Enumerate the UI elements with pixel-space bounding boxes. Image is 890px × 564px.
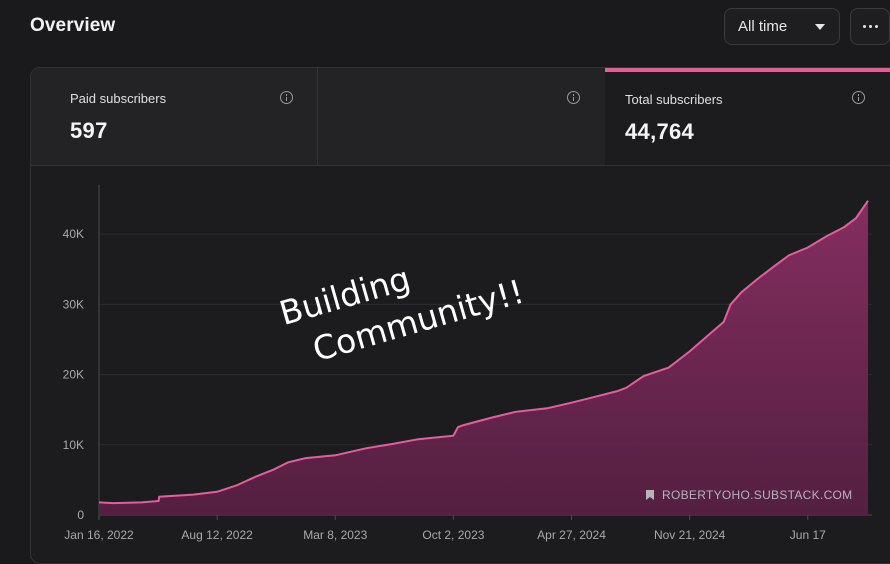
x-tick-label: Mar 8, 2023 [303, 528, 367, 542]
y-tick-label: 30K [63, 297, 84, 311]
y-tick-label: 0 [77, 508, 84, 522]
series-line [98, 200, 869, 505]
x-tick-label: Jun 17 [790, 528, 826, 542]
info-icon[interactable] [280, 91, 293, 104]
time-range-label: All time [738, 18, 788, 35]
info-icon[interactable] [567, 91, 580, 104]
metric-label: Paid subscribers [70, 91, 167, 106]
more-horizontal-icon [863, 25, 878, 28]
x-tick-label: Nov 21, 2024 [654, 528, 726, 542]
series-area [99, 200, 868, 515]
metric-value: 44,764 [625, 119, 695, 144]
metric-tab-empty[interactable] [318, 68, 605, 165]
time-range-select[interactable]: All time [724, 8, 840, 45]
watermark-text: ROBERTYOHO.SUBSTACK.COM [662, 488, 852, 502]
caret-down-icon [815, 24, 825, 30]
metric-tab-total-subscribers[interactable]: Total subscribers 44,764 [605, 68, 890, 165]
metric-tabs: Paid subscribers 597 Total subscribers 4… [31, 68, 890, 166]
metric-tab-paid-subscribers[interactable]: Paid subscribers 597 [31, 68, 318, 165]
page-title: Overview [30, 15, 116, 36]
y-tick-label: 10K [63, 438, 84, 452]
active-tab-indicator [605, 68, 890, 72]
x-tick-label: Jan 16, 2022 [64, 528, 134, 542]
x-tick-label: Aug 12, 2022 [181, 528, 253, 542]
bookmark-icon [646, 490, 654, 500]
y-tick-label: 20K [63, 368, 84, 382]
x-tick-label: Oct 2, 2023 [422, 528, 484, 542]
metric-label: Total subscribers [625, 92, 723, 107]
y-tick-label: 40K [63, 227, 84, 241]
metric-value: 597 [70, 118, 108, 143]
info-icon[interactable] [852, 91, 865, 104]
x-tick-label: Apr 27, 2024 [537, 528, 606, 542]
watermark: ROBERTYOHO.SUBSTACK.COM [646, 488, 852, 502]
more-options-button[interactable] [850, 8, 890, 45]
